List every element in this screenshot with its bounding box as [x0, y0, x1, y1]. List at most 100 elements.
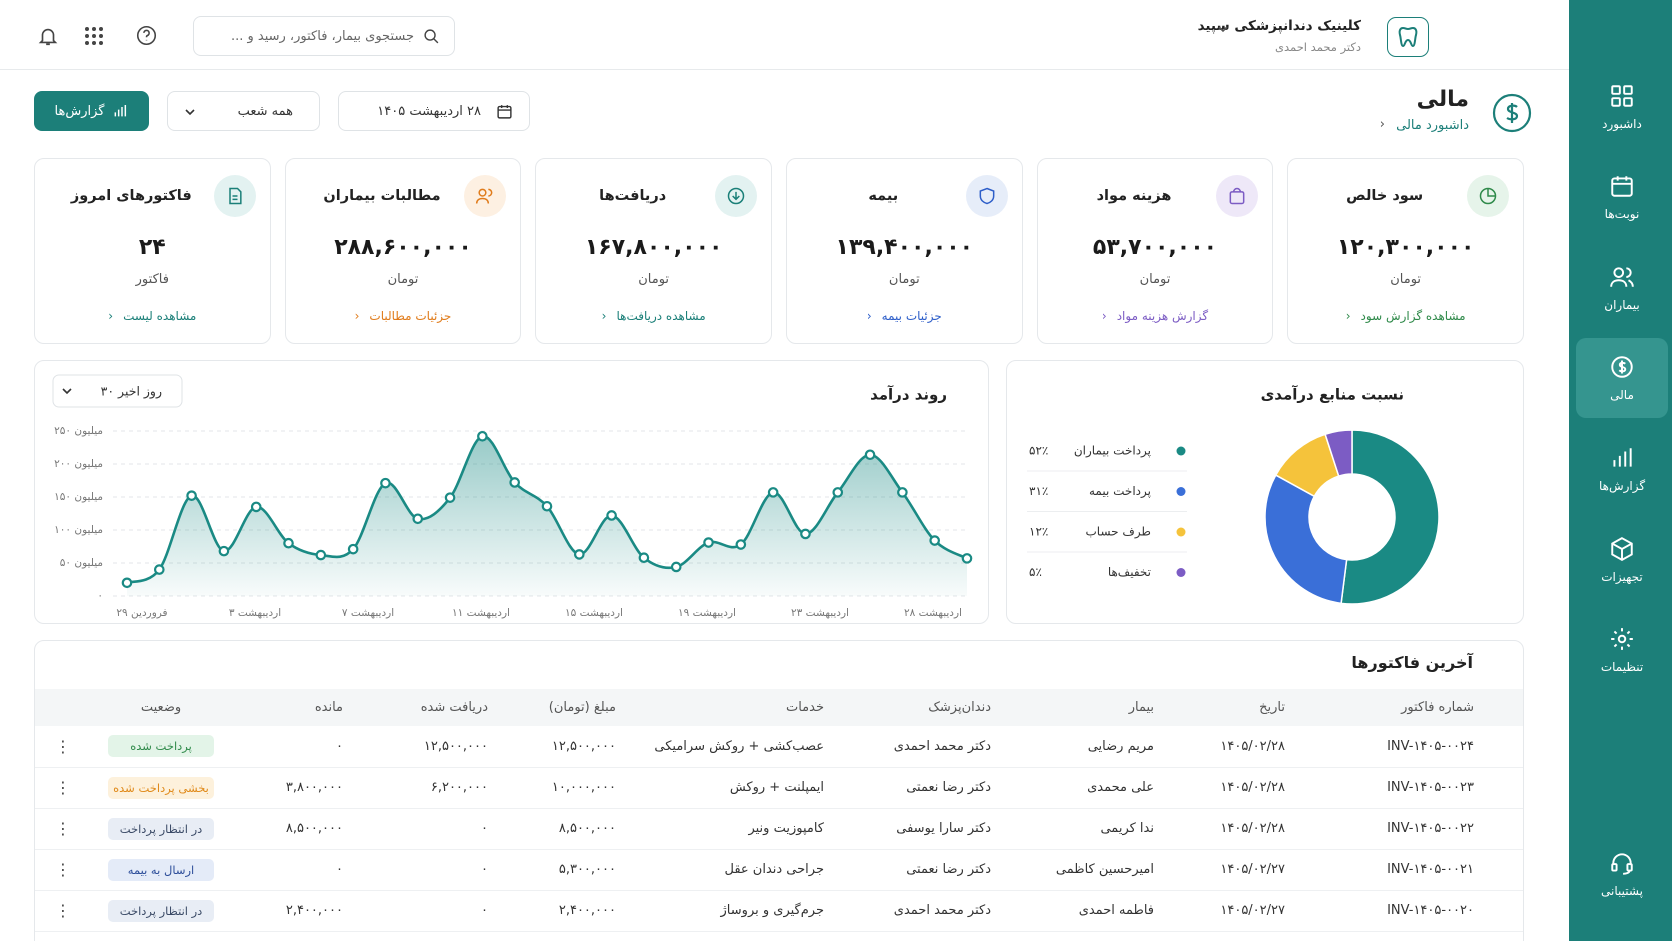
card-value: ۵۳,۷۰۰,۰۰۰ [1092, 235, 1218, 260]
nav-item[interactable]: داشبورد [1576, 67, 1668, 147]
invoices-card: آخرین فاکتورها شماره فاکتور تاریخ بیمار دند… [34, 640, 1524, 941]
table-cell: ۱۰,۰۰۰,۰۰۰ [488, 767, 616, 809]
column-header: تاریخ [1154, 689, 1285, 726]
search-box[interactable]: جستجوی بیمار، فاکتور، رسید و ... [193, 16, 455, 56]
date-picker[interactable]: ۲۸ اردیبهشت ۱۴۰۵ [338, 91, 530, 131]
chevron [185, 109, 195, 116]
row-actions[interactable]: ⋮ [35, 767, 93, 809]
table-cell: INV-۱۴۰۵-۰۰۲۳ [1285, 767, 1523, 809]
breadcrumb-chevron: ‹ [1379, 117, 1385, 132]
nav-item[interactable]: نوبت‌ها [1576, 157, 1668, 237]
card-link[interactable]: مشاهده گزارش سود ‹ [1288, 309, 1523, 323]
table-cell: دکتر محمد احمدی [824, 726, 991, 768]
card-value: ۱۶۷,۸۰۰,۰۰۰ [584, 235, 723, 260]
card-value: ۲۴ [138, 235, 166, 260]
x-tick-label: ۱۵ اردیبهشت [565, 607, 623, 619]
legend-label: پرداخت بیمه [1089, 484, 1151, 499]
table-cell: ۱۴۰۵/۰۲/۲۷ [1154, 890, 1285, 932]
card-link-text[interactable]: مشاهده لیست [123, 309, 197, 323]
card-title: سود خالص [1346, 188, 1424, 204]
card-link-text[interactable]: جزئیات مطالبات [369, 309, 452, 323]
reports-button[interactable]: گزارش‌ها [34, 91, 149, 131]
row-actions[interactable]: ⋮ [35, 849, 93, 891]
help-icon[interactable] [136, 25, 157, 46]
card-link[interactable]: جزئیات بیمه ‹ [787, 309, 1022, 323]
table-cell: ۲,۴۰۰,۰۰۰ [488, 890, 616, 932]
card-link-text[interactable]: جزئیات بیمه [881, 309, 942, 323]
point [283, 537, 294, 549]
card-link-text[interactable]: مشاهده دریافت‌ها [616, 309, 706, 323]
point [735, 539, 747, 550]
nav-item[interactable]: تنظیمات [1576, 610, 1668, 690]
clinic-name: کلینیک دندانپزشکی سپید [1197, 18, 1361, 34]
card-link[interactable]: مشاهده لیست ‹ [35, 309, 270, 323]
point [606, 510, 617, 521]
legend-swatch [1176, 446, 1186, 456]
clinic-dropdown[interactable] [1217, 24, 1229, 34]
table-cell: علی محمدی [991, 767, 1154, 809]
status-badge: در انتظار پرداخت [108, 817, 214, 840]
card-link[interactable]: گزارش هزینه مواد ‹ [1038, 309, 1273, 323]
bell-icon[interactable] [37, 25, 59, 47]
table-cell: ۰ [343, 849, 488, 891]
column-header: بیمار [991, 689, 1154, 726]
nav-item[interactable]: پشتیبانی [1576, 834, 1668, 914]
card-link-chevron: ‹ [1101, 309, 1107, 323]
column-header: مبلغ (تومان) [488, 689, 616, 726]
point [864, 449, 876, 461]
card-header: مطالبات بیماران [286, 159, 521, 217]
row-actions[interactable]: ⋮ [35, 890, 93, 932]
apps-icon[interactable] [84, 26, 104, 46]
card-link[interactable]: مشاهده دریافت‌ها ‹ [536, 309, 771, 323]
table-row: INV-۱۴۰۵-۰۰۲۲ ۱۴۰۵/۰۲/۲۸ ندا کریمی دکتر سار… [35, 808, 1523, 850]
x-tick-label: ۳ اردیبهشت [229, 607, 281, 619]
card-link-chevron: ‹ [108, 309, 114, 323]
column-header: وضعیت [93, 689, 229, 726]
nav-item[interactable]: بیماران [1576, 248, 1668, 328]
table-cell: INV-۱۴۰۵-۰۰۲۰ [1285, 890, 1523, 932]
point [703, 537, 714, 548]
table-cell: ۸,۵۰۰,۰۰۰ [488, 808, 616, 850]
nav-label: داشبورد [1602, 117, 1642, 131]
search-placeholder: جستجوی بیمار، فاکتور، رسید و ... [230, 28, 414, 44]
card-unit: تومان [888, 272, 920, 287]
row-actions[interactable]: ⋮ [35, 726, 93, 768]
point [574, 549, 585, 560]
table-cell: کامپوزیت ونیر [616, 808, 824, 850]
area [127, 436, 967, 596]
point [929, 535, 940, 546]
y-tick-label: ۱۰۰ میلیون [54, 524, 103, 536]
sources-card: نسبت منابع درآمدی پرداخت بیماران ۵۲٪ پرداخ… [1006, 360, 1524, 624]
sidebar: داشبورد نوبت‌ها بیماران مالی گزارش‌ها تج… [1569, 0, 1672, 941]
status-cell: در انتظار پرداخت [93, 890, 229, 932]
revenue-card: روند درآمد ۳۰ روز اخیر ۰ ۵۰ میلیون ۱۰۰ میل… [34, 360, 989, 624]
kpi-card: هزینه مواد ۵۳,۷۰۰,۰۰۰ تومان گزارش هزینه موا… [1036, 158, 1274, 344]
branch-text: همه شعب [237, 103, 293, 119]
range-select[interactable] [52, 374, 183, 408]
point [638, 552, 650, 564]
nav-item-active[interactable]: مالی [1576, 338, 1668, 418]
table-cell: ۱۲,۵۰۰,۰۰۰ [488, 726, 616, 768]
point [897, 487, 908, 498]
nav-item[interactable]: گزارش‌ها [1576, 429, 1668, 509]
kpi-card: سود خالص ۱۲۰,۳۰۰,۰۰۰ تومان مشاهده گزارش سود… [1287, 158, 1524, 344]
branch-select[interactable]: همه شعب [167, 91, 320, 131]
nav-label: گزارش‌ها [1598, 479, 1646, 493]
table-cell: ۰ [343, 808, 488, 850]
nav-item[interactable]: تجهیزات [1576, 520, 1668, 600]
table-cell: ۲,۴۰۰,۰۰۰ [229, 890, 343, 932]
calendar-icon [497, 105, 512, 119]
breadcrumb[interactable]: داشبورد مالی [1396, 118, 1469, 133]
sources-chart: نسبت منابع درآمدی پرداخت بیماران ۵۲٪ پرداخ… [1027, 386, 1440, 605]
point [477, 430, 488, 442]
point [412, 513, 424, 525]
card-link-text[interactable]: گزارش هزینه مواد [1116, 309, 1209, 323]
point [315, 549, 327, 561]
table-cell: ۶,۲۰۰,۰۰۰ [343, 767, 488, 809]
point [767, 487, 779, 498]
x-tick-label: ۱۹ اردیبهشت [678, 607, 736, 619]
row-actions[interactable]: ⋮ [35, 808, 93, 850]
card-header: بیمه [787, 159, 1022, 217]
card-link-text[interactable]: مشاهده گزارش سود [1360, 309, 1466, 323]
card-link[interactable]: جزئیات مطالبات ‹ [286, 309, 521, 323]
